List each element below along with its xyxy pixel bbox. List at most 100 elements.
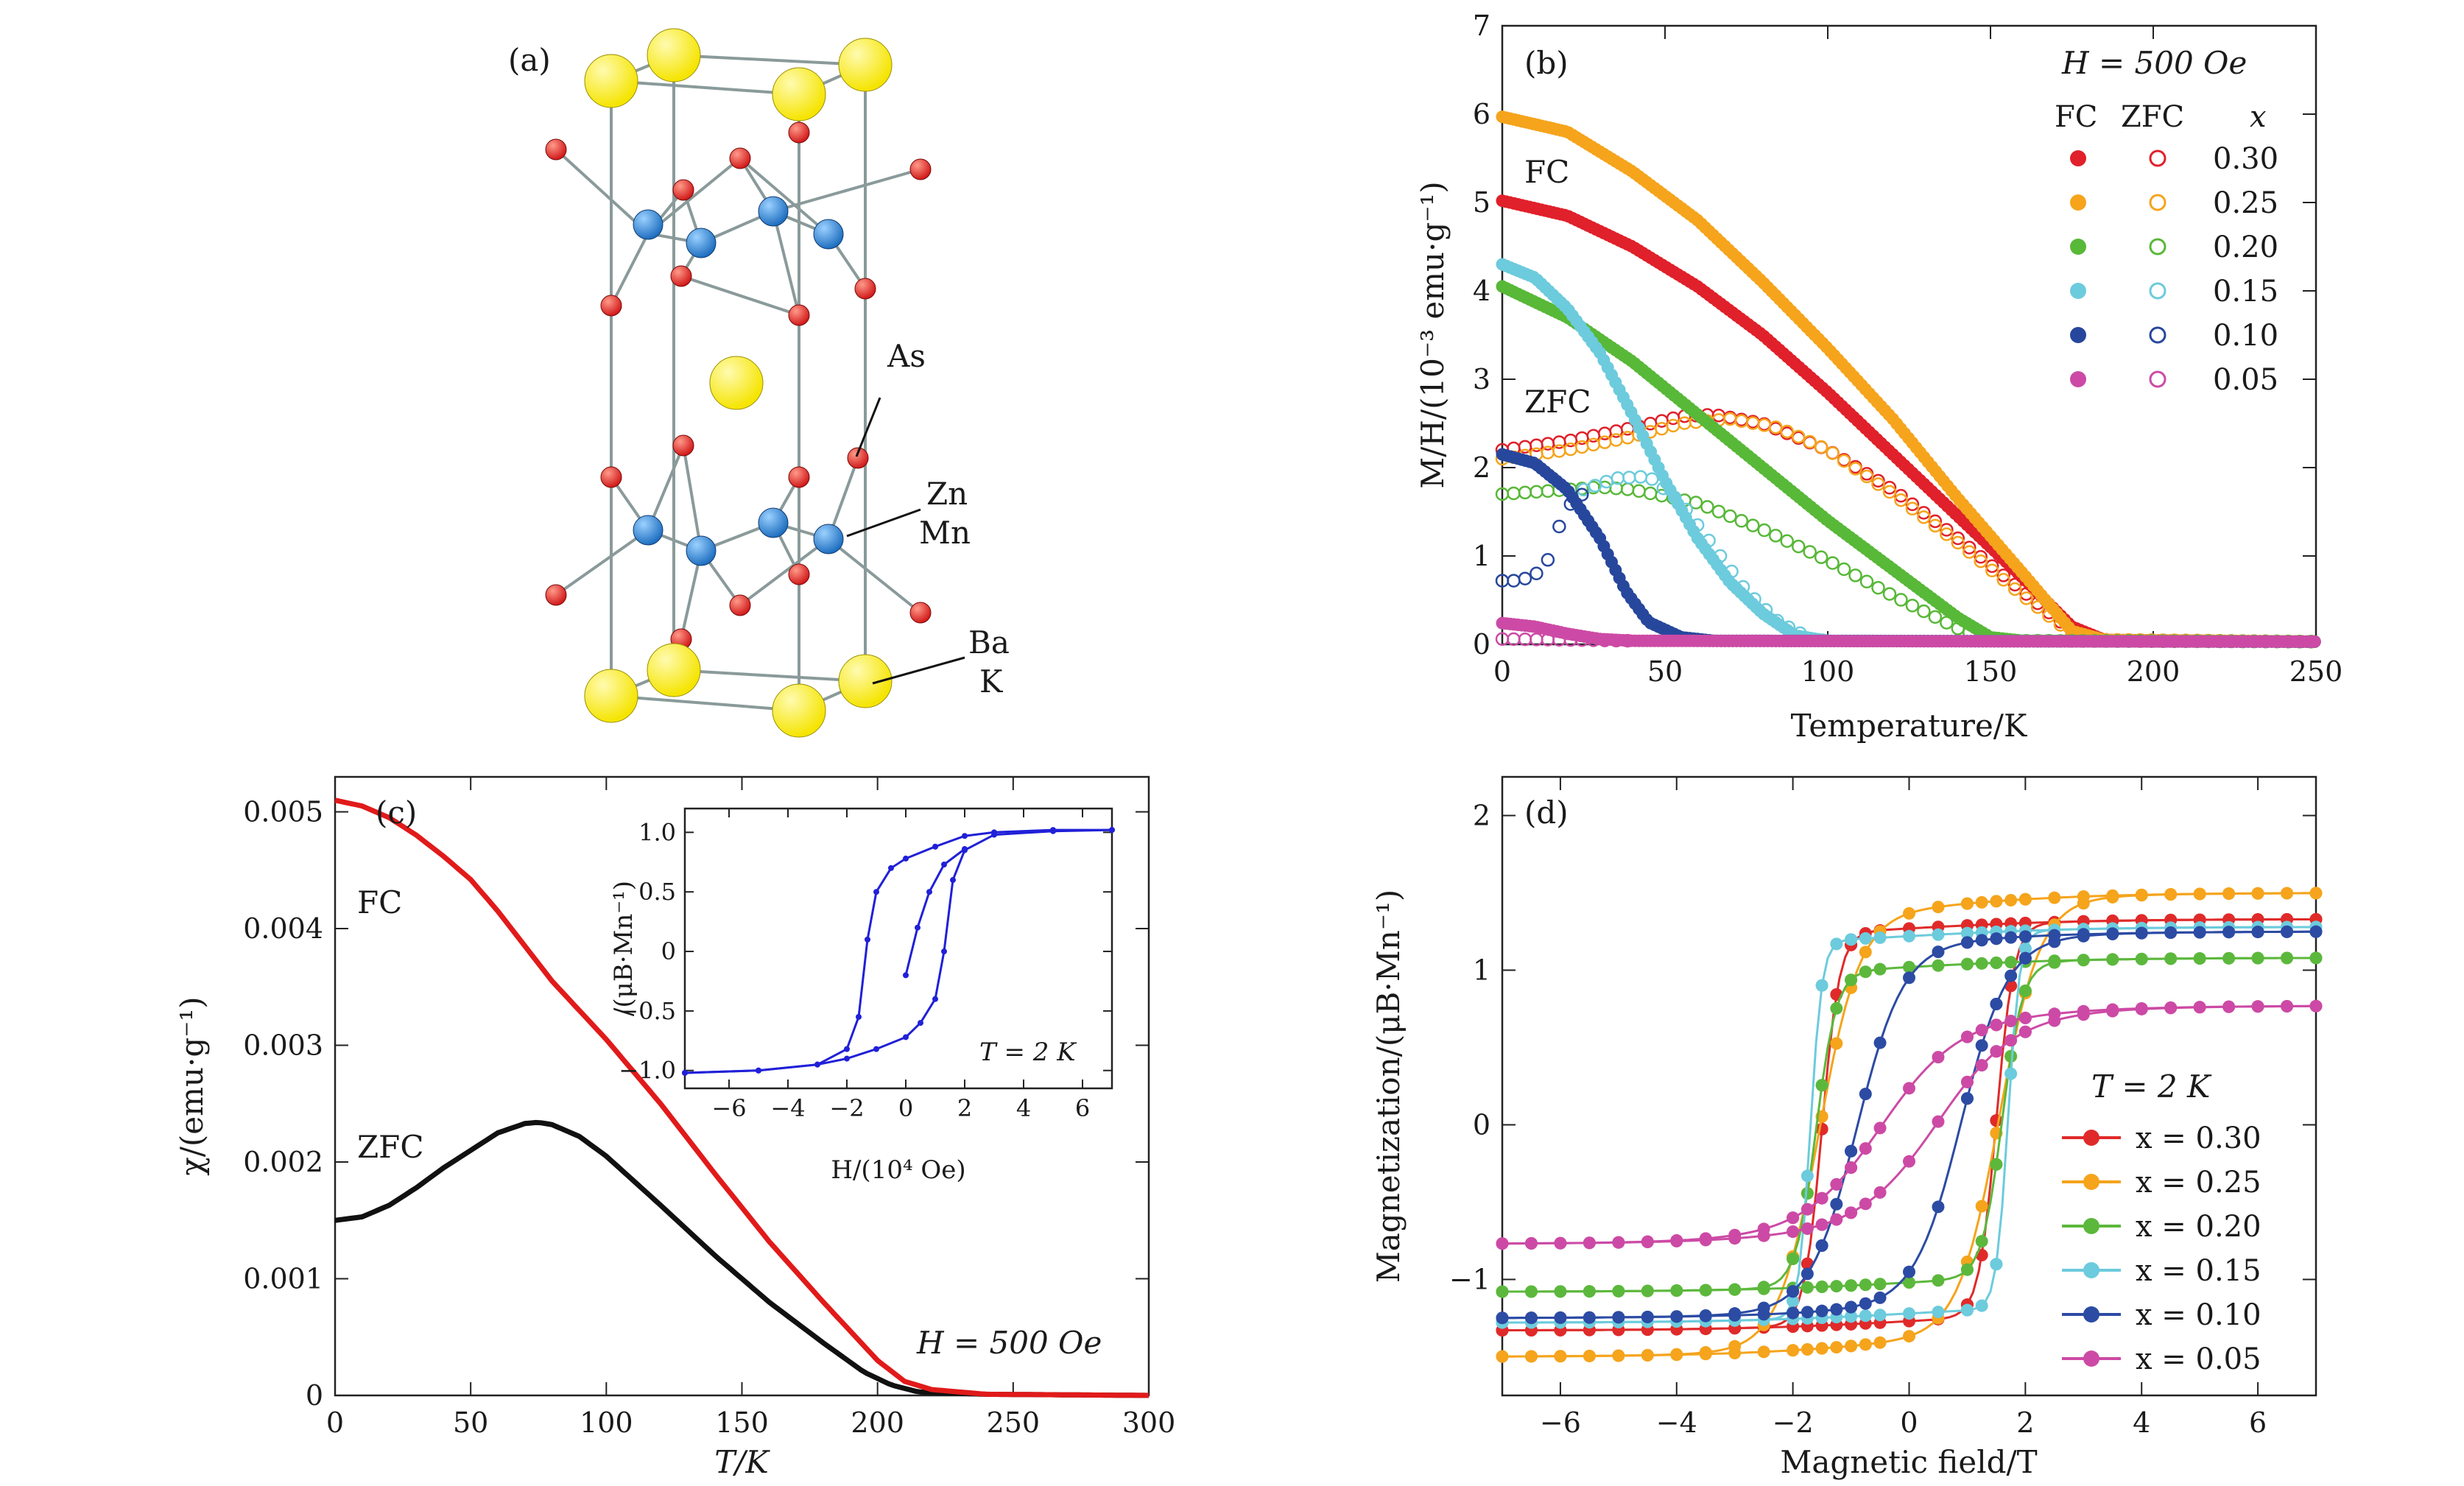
loop-point bbox=[1670, 1348, 1683, 1362]
inset-point bbox=[903, 1034, 909, 1040]
zfc-point bbox=[1803, 434, 1817, 449]
loop-point bbox=[1757, 1282, 1770, 1295]
zfc-point bbox=[1826, 556, 1840, 570]
legend-header-x: x bbox=[2250, 100, 2267, 134]
inset-point bbox=[756, 1067, 761, 1074]
loop-point bbox=[1960, 1030, 1974, 1043]
loop-point bbox=[1903, 960, 1915, 973]
loop-point bbox=[2251, 926, 2264, 939]
bond-line bbox=[555, 529, 650, 596]
zfc-point bbox=[1678, 416, 1692, 430]
loop-point bbox=[1903, 1307, 1915, 1320]
loop-point bbox=[1960, 897, 1974, 910]
y-tick-label: 0.001 bbox=[243, 1263, 323, 1295]
inset-point bbox=[903, 972, 909, 979]
loop-point bbox=[2004, 1067, 2018, 1080]
loop-point bbox=[2222, 1000, 2236, 1013]
inset-point bbox=[865, 936, 870, 943]
loop-point bbox=[1496, 1285, 1509, 1298]
loop-point bbox=[1873, 1036, 1887, 1049]
loop-point bbox=[2309, 951, 2323, 965]
bond-line bbox=[772, 211, 800, 316]
zfc-point bbox=[1563, 442, 1578, 457]
loop-point bbox=[1845, 1339, 1858, 1353]
loop-point bbox=[2018, 930, 2032, 943]
loop-point bbox=[2048, 956, 2061, 969]
loop-point bbox=[1975, 957, 1988, 970]
x-tick-label: 4 bbox=[1016, 1094, 1031, 1122]
zfc-point bbox=[1507, 486, 1521, 501]
loop-point bbox=[1554, 1350, 1567, 1363]
legend-marker bbox=[2083, 1262, 2099, 1278]
loop-point bbox=[2018, 942, 2032, 955]
loop-point bbox=[1496, 1237, 1509, 1250]
loop-point bbox=[1583, 1236, 1596, 1250]
loop-point bbox=[1932, 928, 1945, 941]
loop-point bbox=[1524, 1285, 1538, 1298]
panel-c-field-annotation: H = 500 Oe bbox=[916, 1325, 1102, 1361]
y-tick-label: 0 bbox=[1473, 628, 1490, 661]
bak-atom bbox=[647, 28, 701, 82]
loop-point bbox=[2004, 931, 2018, 944]
loop-point bbox=[2018, 951, 2032, 965]
loop-point bbox=[1960, 1303, 1974, 1317]
loop-point bbox=[2004, 956, 2018, 969]
loop-point bbox=[1960, 957, 1974, 971]
zfc-point bbox=[1996, 568, 2010, 582]
y-tick-label: 6 bbox=[1473, 98, 1490, 130]
loop-point bbox=[2048, 935, 2061, 948]
loop-point bbox=[1859, 965, 1872, 979]
loop-point bbox=[1859, 1142, 1872, 1155]
inset-point bbox=[844, 1055, 850, 1062]
zfc-point bbox=[1769, 420, 1783, 434]
znmn-pointer-line bbox=[846, 508, 921, 538]
panel-b-axes: 0 50 100 150 200 250 0 1 2 3 4 5 6 7 bbox=[1473, 10, 2342, 688]
x-tick-label: −2 bbox=[829, 1094, 864, 1122]
loop-point bbox=[2222, 887, 2236, 901]
loop-point bbox=[1554, 1311, 1567, 1324]
x-tick-label: 250 bbox=[987, 1406, 1041, 1439]
loop-point bbox=[1830, 1280, 1843, 1293]
fc-point bbox=[2308, 635, 2321, 648]
y-tick-label: 5 bbox=[1473, 186, 1490, 219]
legend-x-value: 0.10 bbox=[2213, 319, 2278, 353]
zfc-point bbox=[1848, 462, 1862, 476]
loop-point bbox=[2164, 926, 2178, 940]
atom-label-ba: Ba bbox=[968, 624, 1010, 661]
zfc-point bbox=[1552, 519, 1566, 534]
panel-c-data bbox=[334, 797, 1150, 1398]
loop-point bbox=[1845, 1279, 1858, 1292]
loop-point bbox=[2251, 1000, 2264, 1013]
loop-point bbox=[1757, 1345, 1770, 1359]
x-tick-label: 150 bbox=[1964, 655, 2018, 688]
loop-point bbox=[2004, 894, 2018, 907]
inset-point bbox=[950, 877, 956, 884]
loop-point bbox=[1699, 1309, 1712, 1323]
inset-point bbox=[962, 845, 968, 852]
zfc-point bbox=[1974, 554, 1988, 568]
loop-point bbox=[1845, 973, 1858, 987]
legend-zfc-marker bbox=[2149, 194, 2166, 211]
zfc-point bbox=[1757, 523, 1772, 538]
zfc-point bbox=[1917, 510, 1931, 524]
loop-point bbox=[2135, 889, 2148, 902]
atom-label-as: As bbox=[887, 338, 926, 374]
zfc-point bbox=[1518, 571, 1532, 585]
as-atom bbox=[854, 278, 876, 300]
zfc-point bbox=[1734, 514, 1749, 528]
loop-point bbox=[2193, 952, 2206, 965]
bak-atom bbox=[584, 669, 638, 723]
loop-point bbox=[1524, 1311, 1538, 1325]
loop-point bbox=[1990, 997, 2003, 1010]
zfc-point bbox=[1507, 574, 1521, 588]
y-tick-label: −1.0 bbox=[619, 1057, 676, 1085]
loop-point bbox=[1612, 1236, 1625, 1249]
loop-point bbox=[1830, 1341, 1843, 1354]
loop-point bbox=[2135, 952, 2148, 965]
bak-pointer-line bbox=[872, 656, 965, 685]
inset-axes: −6 −4 −2 0 2 4 6 −1.0 −0.5 0 0.5 1.0 bbox=[619, 809, 1112, 1122]
x-tick-label: 6 bbox=[2249, 1406, 2267, 1439]
loop-point bbox=[1873, 1186, 1887, 1199]
loop-point bbox=[2004, 1034, 2018, 1047]
as-atom bbox=[788, 122, 810, 144]
